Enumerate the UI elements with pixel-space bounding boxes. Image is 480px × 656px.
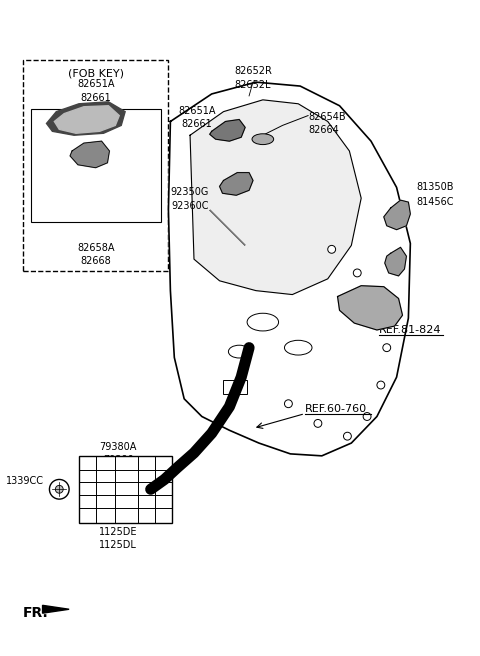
Text: 82658A
82668: 82658A 82668: [77, 243, 114, 266]
Polygon shape: [47, 102, 125, 135]
Text: 81456C: 81456C: [416, 197, 454, 207]
Circle shape: [353, 269, 361, 277]
Text: (FOB KEY): (FOB KEY): [68, 68, 124, 78]
Circle shape: [49, 480, 69, 499]
Text: 82651A
82661: 82651A 82661: [178, 106, 216, 129]
Text: 82651A
82661: 82651A 82661: [77, 79, 114, 102]
Circle shape: [383, 344, 391, 352]
Text: 1125DE
1125DL: 1125DE 1125DL: [99, 527, 138, 550]
Text: 82652R
82652L: 82652R 82652L: [234, 66, 272, 90]
Polygon shape: [385, 247, 407, 276]
Ellipse shape: [285, 340, 312, 355]
Circle shape: [314, 419, 322, 427]
Polygon shape: [54, 106, 119, 133]
Circle shape: [377, 381, 385, 389]
Bar: [31, 109, 160, 222]
Bar: [23, 60, 168, 271]
Polygon shape: [168, 82, 410, 456]
Text: REF.60-760: REF.60-760: [305, 403, 367, 414]
Polygon shape: [210, 119, 245, 141]
Bar: [224, 380, 247, 394]
Polygon shape: [70, 141, 109, 168]
Text: 1339CC: 1339CC: [6, 476, 44, 486]
Polygon shape: [43, 605, 69, 613]
Circle shape: [328, 245, 336, 253]
Text: 81350B: 81350B: [416, 182, 454, 192]
Circle shape: [363, 413, 371, 420]
Bar: [79, 456, 172, 523]
Text: REF.81-824: REF.81-824: [379, 325, 442, 335]
Text: 79380A
79390: 79380A 79390: [99, 442, 137, 465]
Text: 92350G
92360C: 92350G 92360C: [171, 188, 209, 211]
Text: 82654B
82664: 82654B 82664: [308, 112, 346, 135]
Circle shape: [344, 432, 351, 440]
Polygon shape: [219, 173, 253, 195]
Ellipse shape: [247, 314, 278, 331]
Circle shape: [373, 304, 381, 312]
Polygon shape: [210, 210, 245, 245]
Ellipse shape: [228, 345, 250, 358]
Text: FR.: FR.: [23, 606, 48, 620]
Polygon shape: [337, 286, 403, 330]
Polygon shape: [190, 100, 361, 295]
Circle shape: [55, 485, 63, 493]
Polygon shape: [384, 200, 410, 230]
Ellipse shape: [252, 134, 274, 144]
Circle shape: [285, 400, 292, 407]
